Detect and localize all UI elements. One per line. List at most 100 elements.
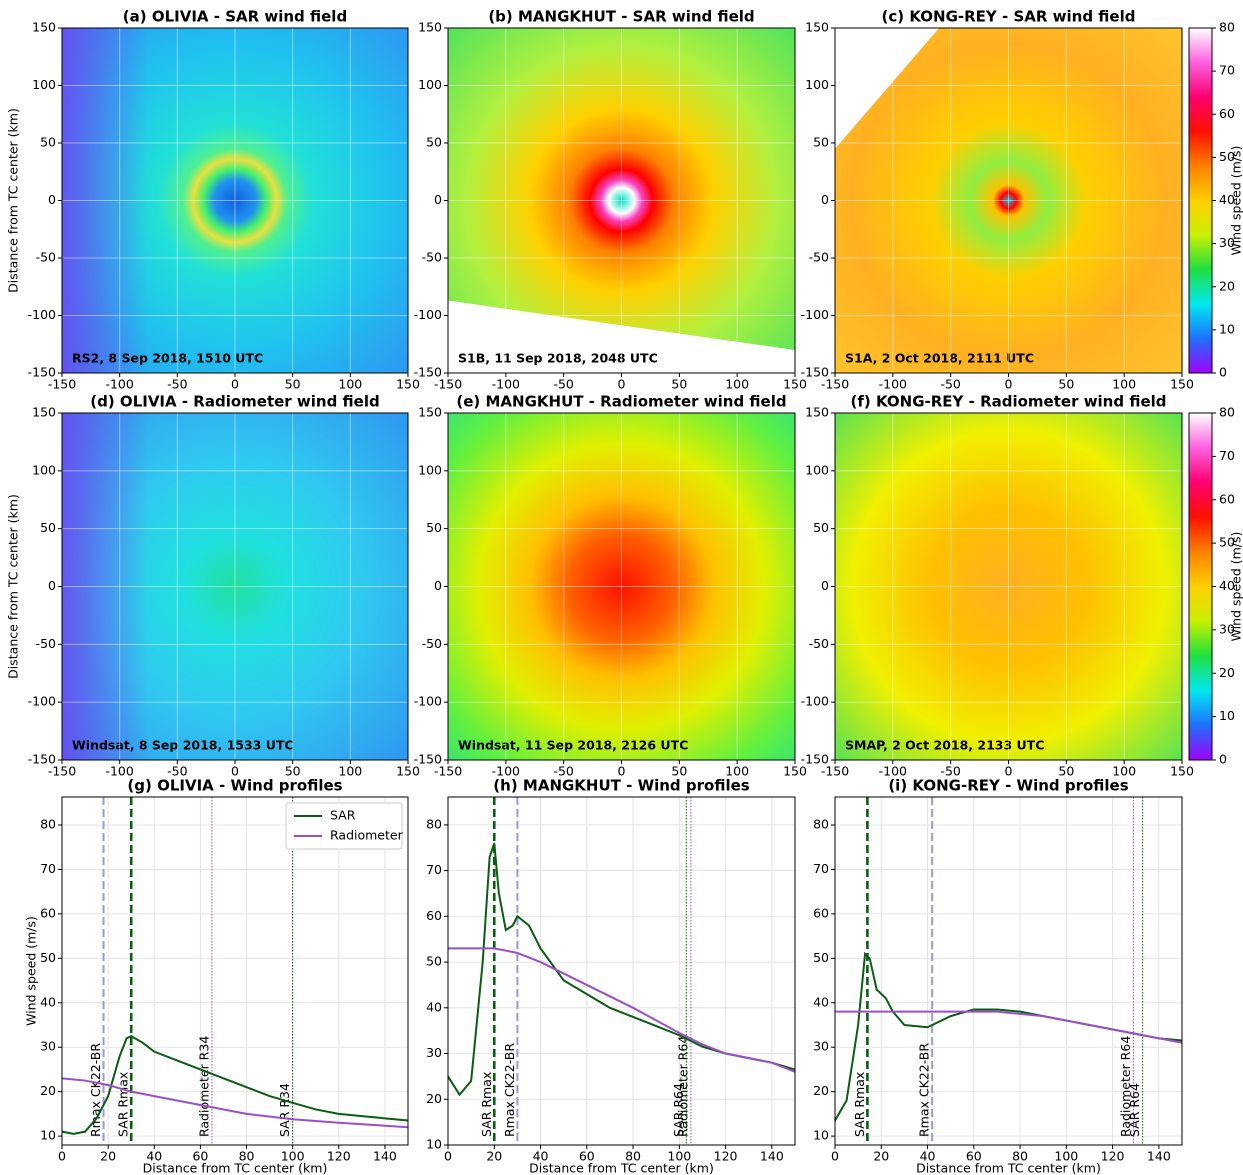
colorbar-label: Wind speed (m/s)	[1229, 146, 1243, 256]
colorbar-tick-label: 10	[1219, 708, 1235, 723]
y-axis-label: Distance from TC center (km)	[6, 108, 21, 293]
y-tick-label: -150	[28, 752, 56, 767]
x-tick-label: 20	[100, 1149, 116, 1164]
x-tick-label: 100	[338, 377, 362, 392]
marker-label: Radiometer R64	[675, 1036, 690, 1137]
panel: S1A, 2 Oct 2018, 2111 UTC010203040506070…	[801, 8, 1243, 392]
marker-label: SAR Rmax	[852, 1072, 867, 1137]
x-tick-label: 20	[873, 1149, 889, 1164]
panel-title: (i) KONG-REY - Wind profiles	[888, 777, 1128, 795]
annotation: SMAP, 2 Oct 2018, 2133 UTC	[845, 738, 1044, 753]
y-tick-label: -50	[36, 250, 56, 265]
x-tick-label: 0	[231, 377, 239, 392]
y-tick-label: -100	[28, 694, 56, 709]
y-tick-label: 50	[813, 950, 829, 965]
marker-label: SAR R64	[1127, 1083, 1142, 1137]
y-tick-label: 50	[40, 520, 56, 535]
x-tick-label: 50	[285, 377, 301, 392]
x-tick-label: 20	[486, 1149, 502, 1164]
y-tick-label: 100	[418, 77, 442, 92]
annotation: S1B, 11 Sep 2018, 2048 UTC	[458, 351, 658, 366]
x-tick-label: 120	[327, 1149, 351, 1164]
marker-label: SAR R34	[277, 1083, 292, 1137]
colorbar-tick-label: 60	[1219, 106, 1235, 121]
x-tick-label: 150	[1170, 377, 1194, 392]
y-tick-label: -50	[809, 250, 829, 265]
y-tick-label: 20	[40, 1083, 56, 1098]
y-tick-label: 80	[40, 817, 56, 832]
x-tick-label: 100	[725, 377, 749, 392]
y-tick-label: 60	[426, 908, 442, 923]
y-tick-label: 150	[32, 20, 56, 35]
y-tick-label: 10	[813, 1128, 829, 1143]
y-tick-label: 30	[813, 1039, 829, 1054]
y-tick-label: 150	[805, 405, 829, 420]
x-axis-label: Distance from TC center (km)	[529, 1161, 714, 1175]
y-tick-label: -50	[809, 636, 829, 651]
y-tick-label: 50	[40, 135, 56, 150]
panel: SMAP, 2 Oct 2018, 2133 UTC01020304050607…	[801, 393, 1243, 779]
x-tick-label: 140	[373, 1149, 397, 1164]
x-tick-label: 0	[1005, 377, 1013, 392]
y-tick-label: -100	[414, 307, 442, 322]
colorbar-tick-label: 10	[1219, 321, 1235, 336]
x-tick-label: 100	[1112, 377, 1136, 392]
panel: 0204060801001201401020304050607080Rmax C…	[24, 777, 409, 1175]
colorbar-tick-label: 60	[1219, 491, 1235, 506]
legend-label: Radiometer	[330, 828, 404, 843]
figure: RS2, 8 Sep 2018, 1510 UTC-150-100-500501…	[0, 0, 1243, 1175]
y-tick-label: 0	[434, 192, 442, 207]
y-tick-label: 20	[426, 1091, 442, 1106]
marker-label: Rmax CK22-BR	[917, 1043, 932, 1137]
panel-title: (d) OLIVIA - Radiometer wind field	[90, 393, 379, 411]
y-tick-label: -150	[414, 365, 442, 380]
panel-title: (b) MANGKHUT - SAR wind field	[488, 8, 754, 26]
y-axis-label: Distance from TC center (km)	[6, 494, 21, 679]
annotation: S1A, 2 Oct 2018, 2111 UTC	[845, 351, 1034, 366]
y-tick-label: -150	[28, 365, 56, 380]
x-tick-label: 0	[444, 1149, 452, 1164]
marker-label: SAR Rmax	[479, 1072, 494, 1137]
y-tick-label: 0	[821, 192, 829, 207]
x-tick-label: -100	[105, 377, 133, 392]
y-tick-label: 50	[426, 954, 442, 969]
y-tick-label: 40	[813, 994, 829, 1009]
y-axis-label: Wind speed (m/s)	[24, 916, 39, 1026]
annotation: Windsat, 11 Sep 2018, 2126 UTC	[458, 738, 688, 753]
y-tick-label: -150	[801, 752, 829, 767]
x-tick-label: 50	[1058, 377, 1074, 392]
y-tick-label: 40	[426, 999, 442, 1014]
y-tick-label: 100	[805, 462, 829, 477]
y-tick-label: -100	[28, 307, 56, 322]
y-tick-label: 100	[32, 77, 56, 92]
panel: S1B, 11 Sep 2018, 2048 UTC -150 -100 -50 0 50…	[414, 8, 807, 392]
y-tick-label: 50	[813, 520, 829, 535]
colorbar-tick-label: 80	[1219, 405, 1235, 420]
y-tick-label: 10	[426, 1137, 442, 1152]
panel: Windsat, 11 Sep 2018, 2126 UTC-150-100-5…	[414, 393, 807, 779]
y-tick-label: 150	[805, 20, 829, 35]
x-tick-label: -50	[167, 377, 187, 392]
marker-label: Radiometer R34	[196, 1036, 211, 1137]
colorbar	[1189, 413, 1212, 760]
marker-label: Rmax CK22-BR	[88, 1043, 103, 1137]
y-tick-label: 100	[32, 462, 56, 477]
x-tick-label: 0	[58, 1149, 66, 1164]
y-tick-label: 70	[40, 861, 56, 876]
y-tick-label: 50	[813, 135, 829, 150]
colorbar	[1189, 28, 1212, 373]
y-tick-label: -100	[414, 694, 442, 709]
x-tick-label: -50	[553, 377, 573, 392]
plot-bg	[448, 797, 795, 1145]
x-tick-label: 140	[760, 1149, 784, 1164]
marker-label: Rmax CK22-BR	[502, 1043, 517, 1137]
y-tick-label: 100	[805, 77, 829, 92]
marker-label: SAR Rmax	[116, 1072, 131, 1137]
y-tick-label: 50	[40, 950, 56, 965]
y-tick-label: 60	[40, 905, 56, 920]
x-tick-label: 50	[671, 377, 687, 392]
y-tick-label: 0	[48, 192, 56, 207]
colorbar-tick-label: 0	[1219, 365, 1227, 380]
